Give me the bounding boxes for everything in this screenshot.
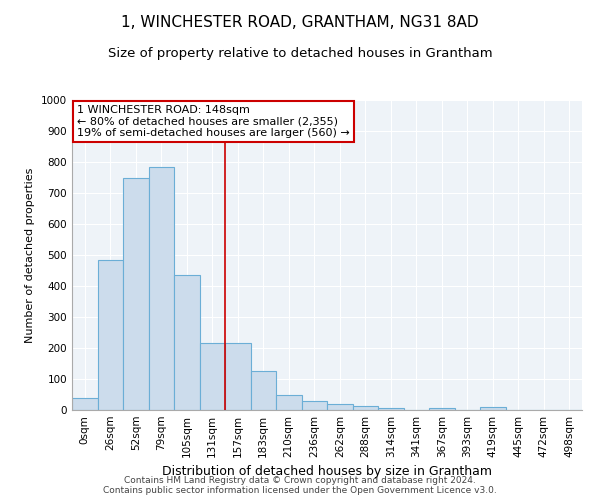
Bar	[72, 398, 97, 410]
Bar	[174, 275, 199, 410]
Bar	[302, 400, 327, 410]
Bar	[251, 371, 276, 410]
Text: Contains HM Land Registry data © Crown copyright and database right 2024.
Contai: Contains HM Land Registry data © Crown c…	[103, 476, 497, 495]
Bar	[149, 166, 174, 410]
Bar	[276, 394, 302, 410]
Y-axis label: Number of detached properties: Number of detached properties	[25, 168, 35, 342]
Bar	[97, 260, 123, 410]
Bar	[378, 408, 404, 410]
Text: Size of property relative to detached houses in Grantham: Size of property relative to detached ho…	[107, 48, 493, 60]
Bar	[429, 408, 455, 410]
Bar	[199, 344, 225, 410]
Bar	[123, 178, 149, 410]
Text: 1 WINCHESTER ROAD: 148sqm
← 80% of detached houses are smaller (2,355)
19% of se: 1 WINCHESTER ROAD: 148sqm ← 80% of detac…	[77, 104, 350, 138]
Bar	[225, 344, 251, 410]
Bar	[353, 406, 378, 410]
X-axis label: Distribution of detached houses by size in Grantham: Distribution of detached houses by size …	[162, 466, 492, 478]
Bar	[327, 404, 353, 410]
Text: 1, WINCHESTER ROAD, GRANTHAM, NG31 8AD: 1, WINCHESTER ROAD, GRANTHAM, NG31 8AD	[121, 15, 479, 30]
Bar	[480, 407, 505, 410]
